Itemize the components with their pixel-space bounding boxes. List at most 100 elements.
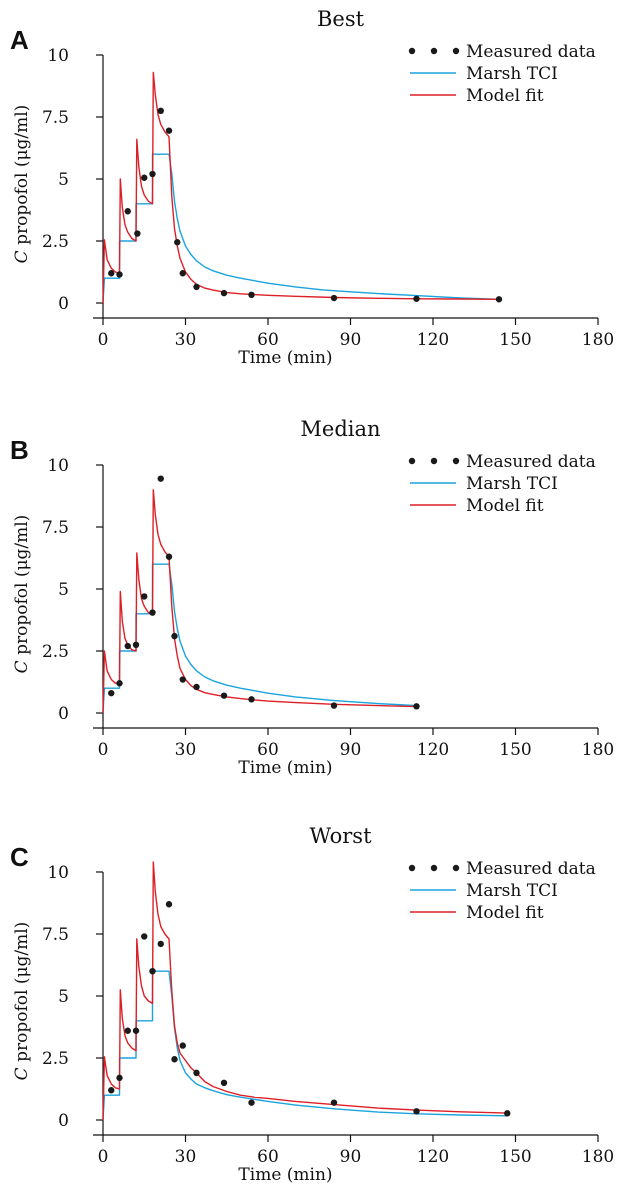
measured-data-point	[248, 291, 255, 299]
model-fit-line	[102, 71, 500, 304]
measured-data-point	[141, 593, 148, 600]
measured-data-point	[108, 689, 115, 697]
x-tick-label: 90	[340, 330, 362, 350]
chart-title: Best	[317, 7, 365, 31]
x-tick-label: 150	[499, 330, 531, 350]
x-axis-label: Time (min)	[238, 348, 332, 368]
legend-marsh-label: Marsh TCI	[466, 474, 558, 494]
measured-data-point	[413, 703, 420, 710]
measured-data-point	[149, 609, 156, 616]
y-tick-label: 7.5	[42, 518, 69, 538]
x-tick-label: 60	[257, 1147, 279, 1167]
x-tick-label: 150	[499, 740, 531, 760]
x-tick-label: 60	[257, 740, 279, 760]
measured-data-point	[116, 680, 123, 687]
y-tick-label: 2.5	[42, 642, 69, 662]
measured-data-point	[108, 1087, 115, 1094]
x-tick-label: 120	[417, 1147, 449, 1167]
measured-data-point	[149, 170, 156, 178]
x-tick-label: 60	[257, 330, 279, 350]
x-tick-label: 150	[499, 1147, 531, 1167]
x-tick-label: 0	[98, 330, 109, 350]
x-tick-label: 120	[417, 330, 449, 350]
measured-data-point	[330, 1099, 338, 1106]
y-tick-label: 5	[58, 987, 69, 1007]
measured-data-point	[124, 1027, 131, 1034]
measured-data-point	[248, 696, 255, 703]
x-tick-label: 0	[98, 1147, 109, 1167]
legend-measured-marker	[430, 457, 438, 465]
measured-data-point	[157, 475, 164, 482]
legend-measured-marker	[408, 47, 416, 55]
marsh-tci-line	[102, 563, 417, 714]
y-tick-label: 0	[58, 704, 69, 724]
legend-measured-marker	[408, 457, 416, 465]
legend-marsh-label: Marsh TCI	[466, 64, 558, 84]
measured-data-point	[108, 270, 115, 277]
chart-title: Median	[300, 417, 380, 441]
measured-data-point	[165, 901, 173, 908]
legend-measured-marker	[452, 47, 460, 55]
measured-data-point	[413, 1108, 420, 1115]
legend-marsh-label: Marsh TCI	[466, 881, 558, 901]
x-tick-label: 180	[582, 330, 614, 350]
measured-data-point	[141, 174, 148, 181]
measured-data-point	[165, 553, 173, 560]
marsh-tci-line	[102, 153, 500, 304]
y-tick-label: 2.5	[42, 1049, 69, 1069]
measured-data-point	[179, 270, 186, 277]
y-tick-label: 7.5	[42, 108, 69, 128]
y-tick-label: 0	[58, 294, 69, 314]
chart-title: Worst	[309, 824, 372, 848]
y-tick-label: 0	[58, 1111, 69, 1131]
y-tick-label: 10	[47, 46, 69, 66]
measured-data-point	[495, 296, 503, 303]
measured-data-point	[132, 641, 140, 648]
measured-data-point	[165, 127, 173, 134]
measured-data-point	[149, 968, 156, 975]
legend-measured-marker	[452, 864, 460, 872]
panel-letter: C	[10, 842, 29, 872]
measured-data-point	[179, 1042, 186, 1049]
legend-model-label: Model fit	[466, 903, 544, 923]
y-tick-label: 2.5	[42, 232, 69, 252]
measured-data-point	[220, 289, 228, 297]
y-tick-label: 7.5	[42, 925, 69, 945]
legend-measured-label: Measured data	[466, 859, 596, 879]
legend-measured-marker	[430, 864, 438, 872]
x-tick-label: 30	[175, 740, 197, 760]
measured-data-point	[132, 1027, 140, 1034]
legend-measured-marker	[430, 47, 438, 55]
x-tick-label: 180	[582, 740, 614, 760]
panel-letter: A	[10, 25, 29, 55]
measured-data-point	[124, 642, 131, 650]
chart-panel-c: C Worst 0 2.5 5 7.5 10 0 30 60 90 120 150 180 Time (mi…	[10, 824, 614, 1185]
measured-data-point	[116, 271, 123, 278]
measured-data-point	[124, 208, 131, 215]
legend-model-label: Model fit	[466, 86, 544, 106]
measured-data-point	[134, 230, 141, 237]
measured-data-point	[174, 239, 181, 246]
y-axis-label: C propofol (μg/ml)	[12, 515, 32, 674]
y-tick-label: 5	[58, 170, 69, 190]
x-axis-label: Time (min)	[238, 758, 332, 778]
x-tick-label: 120	[417, 740, 449, 760]
y-tick-label: 10	[47, 456, 69, 476]
x-tick-label: 30	[175, 1147, 197, 1167]
legend-measured-label: Measured data	[466, 42, 596, 62]
x-tick-label: 30	[175, 330, 197, 350]
legend-measured-marker	[408, 864, 416, 872]
y-axis-label: C propofol (μg/ml)	[12, 922, 32, 1081]
y-tick-label: 5	[58, 580, 69, 600]
x-tick-label: 0	[98, 740, 109, 760]
x-tick-label: 90	[340, 740, 362, 760]
legend-measured-label: Measured data	[466, 452, 596, 472]
measured-data-point	[193, 683, 200, 691]
legend-measured-marker	[452, 457, 460, 465]
measured-data-point	[171, 632, 178, 640]
measured-data-point	[179, 676, 186, 683]
model-fit-line	[102, 861, 508, 1121]
